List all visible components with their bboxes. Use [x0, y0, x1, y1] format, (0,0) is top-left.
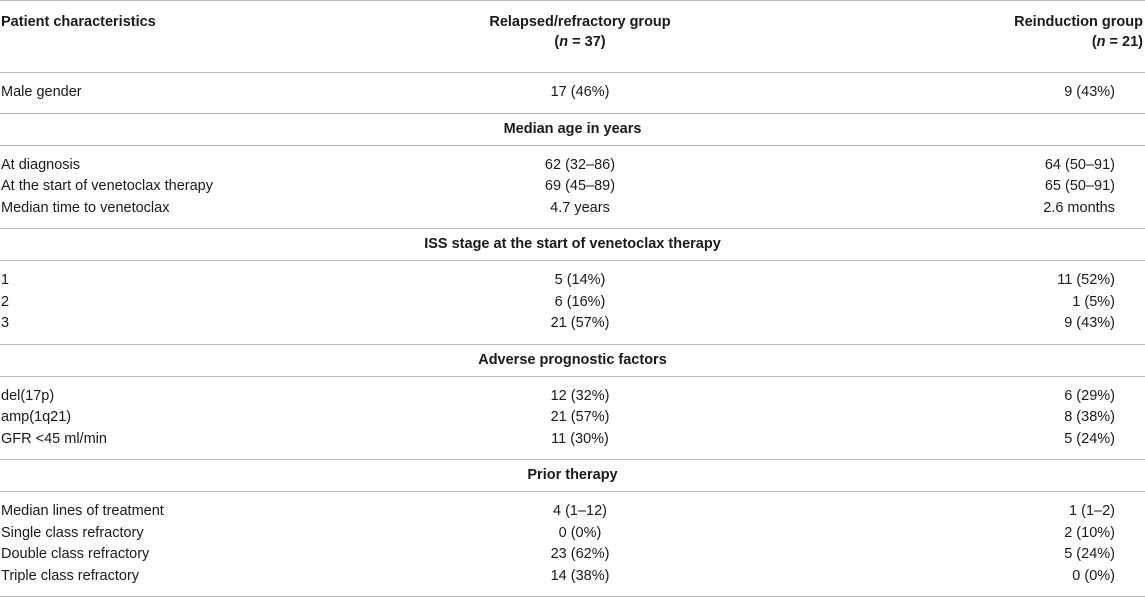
table-row: Median lines of treatment 4 (1–12) 1 (1–…	[0, 501, 1145, 523]
rr-value: 4 (1–12)	[552, 503, 607, 519]
ri-value: 2.6 months	[1043, 199, 1115, 216]
rr-value: 14 (38%)	[550, 567, 610, 584]
table-row: 1 5 (14%) 11 (52%)	[0, 270, 1145, 292]
row-label: Single class refractory	[1, 524, 144, 541]
spacer-row	[0, 587, 1145, 597]
ri-value: 1 (5%)	[1072, 293, 1115, 310]
spacer-row	[0, 219, 1145, 229]
spacer-row	[0, 450, 1145, 460]
row-label: Median lines of treatment	[1, 503, 164, 519]
rr-value: 4.7 years	[550, 199, 610, 216]
section-adverse-factors: Adverse prognostic factors	[0, 343, 1145, 377]
row-label: amp(1q21)	[1, 409, 72, 425]
spacer-row	[0, 376, 1145, 386]
rr-value: 69 (45–89)	[544, 178, 616, 194]
section-heading-row: Adverse prognostic factors	[0, 343, 1145, 377]
table-row: Male gender 17 (46%) 9 (43%)	[0, 82, 1145, 104]
rr-value: 12 (32%)	[550, 387, 610, 404]
ri-value: 11 (52%)	[1057, 272, 1115, 288]
section-heading-row: Prior therapy	[0, 459, 1145, 492]
table-row: Double class refractory 23 (62%) 5 (24%)	[0, 544, 1145, 566]
ri-value: 5 (24%)	[1064, 430, 1115, 447]
section-heading-row: ISS stage at the start of venetoclax the…	[0, 228, 1145, 261]
spacer-row	[0, 261, 1145, 271]
header-relapsed-refractory-group: Relapsed/refractory group (n = 37)	[330, 0, 830, 73]
row-label: 2	[1, 293, 10, 310]
row-label: Double class refractory	[1, 546, 150, 562]
row-label: 1	[1, 272, 10, 288]
table-body: Male gender 17 (46%) 9 (43%) Median age …	[0, 73, 1145, 597]
rr-value: 11 (30%)	[551, 430, 609, 447]
row-label: 3	[1, 315, 10, 331]
row-label: Median time to venetoclax	[1, 199, 170, 216]
section-median-age: Median age in years	[0, 112, 1145, 146]
rr-value: 0 (0%)	[558, 524, 602, 541]
rr-value: 21 (57%)	[550, 409, 610, 425]
rr-value: 6 (16%)	[554, 293, 606, 310]
table-row: At the start of venetoclax therapy 69 (4…	[0, 176, 1145, 198]
header-ri-title: Reinduction group	[1014, 14, 1143, 30]
row-label: At diagnosis	[1, 156, 80, 173]
section-prior-therapy: Prior therapy	[0, 459, 1145, 492]
rr-value: 21 (57%)	[550, 315, 610, 331]
spacer-row	[0, 73, 1145, 83]
table-row: 3 21 (57%) 9 (43%)	[0, 313, 1145, 335]
ri-value: 2 (10%)	[1064, 524, 1115, 541]
ri-value: 5 (24%)	[1064, 546, 1115, 562]
table-row: del(17p) 12 (32%) 6 (29%)	[0, 386, 1145, 408]
table-row: amp(1q21) 21 (57%) 8 (38%)	[0, 407, 1145, 429]
section-heading-row: Median age in years	[0, 112, 1145, 146]
rr-value: 23 (62%)	[550, 546, 610, 562]
rr-value: 62 (32–86)	[544, 156, 616, 173]
ri-value: 6 (29%)	[1064, 387, 1115, 404]
header-ri-n: (n = 21)	[1091, 34, 1143, 50]
row-label: GFR <45 ml/min	[1, 430, 107, 447]
table-row: At diagnosis 62 (32–86) 64 (50–91)	[0, 155, 1145, 177]
spacer-row	[0, 492, 1145, 502]
rr-value: 5 (14%)	[554, 272, 606, 288]
spacer-row	[0, 145, 1145, 155]
ri-value: 65 (50–91)	[1044, 178, 1115, 194]
row-label: Male gender	[1, 84, 82, 100]
row-label: At the start of venetoclax therapy	[1, 178, 213, 194]
table-row: 2 6 (16%) 1 (5%)	[0, 292, 1145, 314]
ri-value: 9 (43%)	[1064, 315, 1115, 331]
header-reinduction-group: Reinduction group (n = 21)	[830, 0, 1145, 73]
ri-value: 8 (38%)	[1064, 409, 1115, 425]
table-row: Median time to venetoclax 4.7 years 2.6 …	[0, 198, 1145, 220]
rr-value: 17 (46%)	[550, 84, 610, 100]
table-header: Patient characteristics Relapsed/refract…	[0, 0, 1145, 73]
ri-value: 9 (43%)	[1064, 84, 1115, 100]
ri-value: 64 (50–91)	[1044, 156, 1115, 173]
table-row: GFR <45 ml/min 11 (30%) 5 (24%)	[0, 429, 1145, 451]
row-label: Triple class refractory	[1, 567, 140, 584]
section-iss-stage: ISS stage at the start of venetoclax the…	[0, 228, 1145, 261]
header-rr-n: (n = 37)	[554, 34, 606, 50]
header-rr-title: Relapsed/refractory group	[489, 14, 671, 30]
table-row: Single class refractory 0 (0%) 2 (10%)	[0, 523, 1145, 545]
table-row: Triple class refractory 14 (38%) 0 (0%)	[0, 566, 1145, 588]
header-patient-characteristics: Patient characteristics	[0, 0, 330, 73]
ri-value: 1 (1–2)	[1069, 503, 1115, 519]
header-row: Patient characteristics Relapsed/refract…	[0, 0, 1145, 73]
spacer-row	[0, 104, 1145, 114]
ri-value: 0 (0%)	[1072, 567, 1115, 584]
spacer-row	[0, 335, 1145, 345]
row-label: del(17p)	[1, 387, 55, 404]
